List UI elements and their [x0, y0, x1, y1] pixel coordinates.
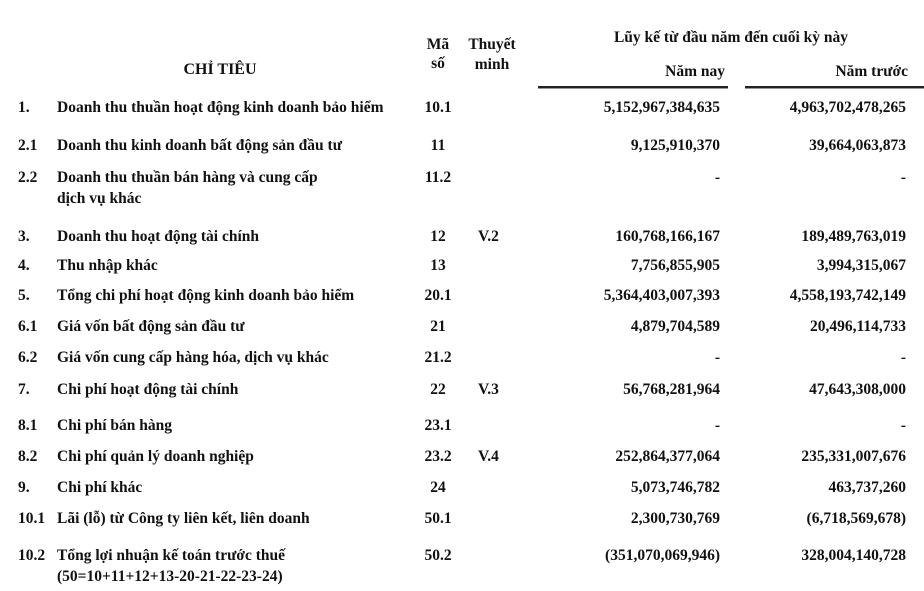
row-last-year: 20,496,114,733 — [809, 318, 906, 335]
row-label: Chi phí quản lý doanh nghiệp — [57, 448, 254, 465]
row-code: 12 — [430, 228, 446, 245]
row-this-year: 9,125,910,370 — [630, 137, 720, 154]
row-number: 7. — [18, 381, 30, 398]
row-label: Doanh thu hoạt động tài chính — [57, 228, 259, 245]
row-label: Thu nhập khác — [57, 257, 158, 274]
row-last-year: - — [900, 349, 906, 366]
row-code: 50.1 — [424, 510, 452, 527]
row-label: Chi phí hoạt động tài chính — [57, 381, 239, 398]
row-number: 8.2 — [18, 448, 38, 465]
row-last-year: 189,489,763,019 — [801, 228, 906, 245]
row-last-year: 235,331,007,676 — [801, 448, 906, 465]
row-number: 1. — [18, 99, 30, 116]
row-note: V.2 — [478, 228, 499, 245]
table-row: 1. Doanh thu thuần hoạt động kinh doanh b… — [0, 99, 924, 119]
row-code: 13 — [430, 257, 446, 274]
row-label: Tổng lợi nhuận kế toán trước thuế — [57, 547, 286, 564]
row-number: 4. — [18, 257, 30, 274]
row-number: 5. — [18, 287, 30, 304]
row-this-year: 5,073,746,782 — [630, 479, 720, 496]
row-this-year: 7,756,855,905 — [630, 257, 720, 274]
row-label: Doanh thu thuần bán hàng và cung cấp — [57, 169, 318, 186]
row-code: 21 — [430, 318, 446, 335]
row-code: 23.1 — [424, 417, 452, 434]
row-number: 3. — [18, 228, 30, 245]
table-row: 7. Chi phí hoạt động tài chính 22 V.3 56,768… — [0, 381, 924, 401]
row-number: 2.1 — [18, 137, 38, 154]
divider — [745, 86, 924, 89]
header-code-2: số — [431, 55, 445, 72]
row-code: 11 — [430, 137, 446, 154]
row-code: 50.2 — [424, 547, 452, 564]
row-this-year: - — [714, 417, 720, 434]
row-this-year: 2,300,730,769 — [630, 510, 720, 527]
header-cumulative: Lũy kế từ đầu năm đến cuối kỳ này — [613, 29, 849, 46]
row-last-year: 39,664,063,873 — [809, 137, 906, 154]
row-number: 2.2 — [18, 169, 38, 186]
row-last-year: 463,737,260 — [828, 479, 907, 496]
row-note: V.4 — [478, 448, 499, 465]
table-row: 6.2 Giá vốn cung cấp hàng hóa, dịch vụ kh… — [0, 349, 924, 369]
row-number: 10.1 — [18, 510, 46, 527]
row-code: 21.2 — [424, 349, 452, 366]
row-this-year: - — [714, 349, 720, 366]
table-row: 10.1 Lãi (lỗ) từ Công ty liên kết, liên d… — [0, 510, 924, 530]
row-this-year: (351,070,069,946) — [605, 547, 720, 564]
row-note: V.3 — [478, 381, 499, 398]
row-code: 24 — [430, 479, 446, 496]
row-code: 23.2 — [424, 448, 452, 465]
header-code: Mã — [426, 36, 450, 53]
row-this-year: 5,364,403,007,393 — [603, 287, 720, 304]
row-this-year: - — [714, 169, 720, 186]
table-row: 2.2 Doanh thu thuần bán hàng và cung cấp d… — [0, 169, 924, 207]
row-number: 6.1 — [18, 318, 38, 335]
table-row: 2.1 Doanh thu kinh doanh bất động sản đầu… — [0, 137, 924, 157]
row-last-year: 47,643,308,000 — [809, 381, 906, 398]
row-number: 9. — [18, 479, 30, 496]
row-this-year: 5,152,967,384,635 — [603, 99, 720, 116]
row-this-year: 160,768,166,167 — [615, 228, 720, 245]
row-label: Doanh thu kinh doanh bất động sản đầu tư — [57, 137, 342, 154]
header-note: Thuyết — [468, 36, 516, 53]
header-indicator: CHỈ TIÊU — [183, 61, 257, 78]
row-last-year: (6,718,569,678) — [806, 510, 906, 527]
row-label: Lãi (lỗ) từ Công ty liên kết, liên doanh — [57, 510, 310, 527]
row-label-continued: (50=10+11+12+13-20-21-22-23-24) — [57, 568, 283, 585]
row-number: 6.2 — [18, 349, 38, 366]
table-row: 8.1 Chi phí bán hàng 23.1 - - — [0, 417, 924, 437]
row-this-year: 4,879,704,589 — [630, 318, 720, 335]
header-note-2: minh — [474, 56, 510, 73]
row-last-year: 4,558,193,742,149 — [789, 287, 906, 304]
row-number: 10.2 — [18, 547, 46, 564]
row-last-year: 4,963,702,478,265 — [789, 99, 906, 116]
row-code: 11.2 — [424, 169, 452, 186]
row-label: Tổng chi phí hoạt động kinh doanh bảo hi… — [57, 287, 355, 304]
row-label: Doanh thu thuần hoạt động kinh doanh bảo… — [57, 99, 384, 116]
row-last-year: - — [900, 169, 906, 186]
row-label: Chi phí khác — [57, 479, 143, 496]
row-this-year: 56,768,281,964 — [623, 381, 720, 398]
row-last-year: - — [900, 417, 906, 434]
table-row: 9. Chi phí khác 24 5,073,746,782 463,737,260 — [0, 479, 924, 499]
divider — [538, 86, 728, 89]
row-last-year: 328,004,140,728 — [801, 547, 906, 564]
table-row: 4. Thu nhập khác 13 7,756,855,905 3,994,315,… — [0, 257, 924, 277]
row-label-continued: dịch vụ khác — [57, 190, 142, 207]
row-label: Chi phí bán hàng — [57, 417, 173, 434]
row-code: 20.1 — [424, 287, 452, 304]
row-code: 10.1 — [424, 99, 452, 116]
row-last-year: 3,994,315,067 — [816, 257, 906, 274]
table-row: 8.2 Chi phí quản lý doanh nghiệp 23.2 V.4 25… — [0, 448, 924, 468]
row-label: Giá vốn bất động sản đầu tư — [57, 318, 245, 335]
table-row: 6.1 Giá vốn bất động sản đầu tư 21 4,879,70… — [0, 318, 924, 338]
table-row: 3. Doanh thu hoạt động tài chính 12 V.2 160,… — [0, 228, 924, 248]
table-row: 10.2 Tổng lợi nhuận kế toán trước thuế (50… — [0, 547, 924, 585]
table-row: 5. Tổng chi phí hoạt động kinh doanh bảo … — [0, 287, 924, 307]
row-this-year: 252,864,377,064 — [615, 448, 720, 465]
header-last-year: Năm trước — [835, 63, 908, 80]
row-number: 8.1 — [18, 417, 38, 434]
header-this-year: Năm nay — [665, 63, 725, 80]
row-label: Giá vốn cung cấp hàng hóa, dịch vụ khác — [57, 349, 329, 366]
row-code: 22 — [430, 381, 446, 398]
